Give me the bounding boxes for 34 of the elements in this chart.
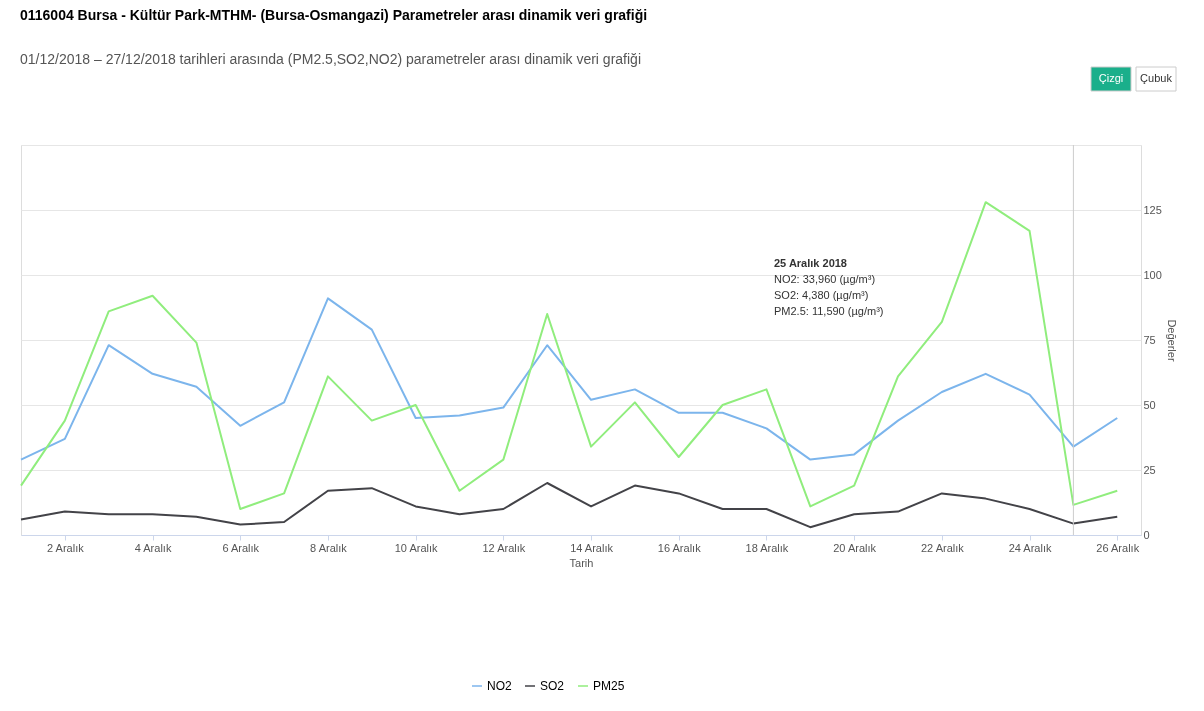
x-tick-label: 8 Aralık bbox=[310, 541, 348, 554]
y-tick-label: 50 bbox=[1143, 398, 1156, 411]
x-tick-label: 16 Aralık bbox=[657, 541, 702, 554]
y-tick-label: 100 bbox=[1143, 268, 1162, 281]
x-tick-label: 2 Aralık bbox=[47, 541, 85, 554]
annotation: SO2: 4,380 (µg/m³) bbox=[774, 289, 869, 301]
y-tick-label: 75 bbox=[1143, 333, 1156, 346]
x-tick-label: 24 Aralık bbox=[1008, 541, 1052, 554]
annotation: PM2.5: 11,590 (µg/m³) bbox=[774, 305, 884, 317]
line-series bbox=[20, 482, 1119, 529]
x-tick-label: 10 Aralık bbox=[394, 541, 439, 554]
legend-label: NO2 bbox=[487, 679, 512, 693]
x-tick-label: 20 Aralık bbox=[833, 541, 877, 554]
x-tick-label: 26 Aralık bbox=[1096, 541, 1140, 554]
x-tick-label: 4 Aralık bbox=[134, 541, 172, 554]
x-tick-label: 22 Aralık bbox=[920, 541, 965, 554]
annotation: NO2: 33,960 (µg/m³) bbox=[774, 273, 876, 285]
chart-title: 0116004 Bursa - Kültür Park-MTHM- (Bursa-Osmangazi) Parametreler arası dinamik veri grafiği bbox=[20, 6, 648, 23]
text: Çizgi bbox=[1098, 72, 1124, 84]
text: Çubuk bbox=[1140, 72, 1173, 84]
legend-label: PM25 bbox=[593, 679, 625, 693]
y-tick-label: 25 bbox=[1143, 463, 1156, 476]
y-tick-label: 125 bbox=[1143, 203, 1162, 216]
chart-subtitle: 01/12/2018 – 27/12/2018 tarihleri arasında (PM2.5,SO2,NO2) parametreler arası dinamik veri grafiği bbox=[20, 50, 641, 67]
x-axis-title: Tarih bbox=[569, 556, 594, 569]
line-series bbox=[20, 201, 1119, 510]
y-axis-title: Değerler bbox=[1165, 319, 1178, 362]
x-tick-label: 18 Aralık bbox=[745, 541, 789, 554]
x-tick-label: 12 Aralık bbox=[482, 541, 526, 554]
x-tick-label: 14 Aralık bbox=[570, 541, 614, 554]
y-tick-label: 0 bbox=[1143, 528, 1150, 541]
annotation: 25 Aralık 2018 bbox=[774, 257, 847, 269]
x-tick-label: 6 Aralık bbox=[222, 541, 260, 554]
legend-label: SO2 bbox=[540, 679, 565, 693]
